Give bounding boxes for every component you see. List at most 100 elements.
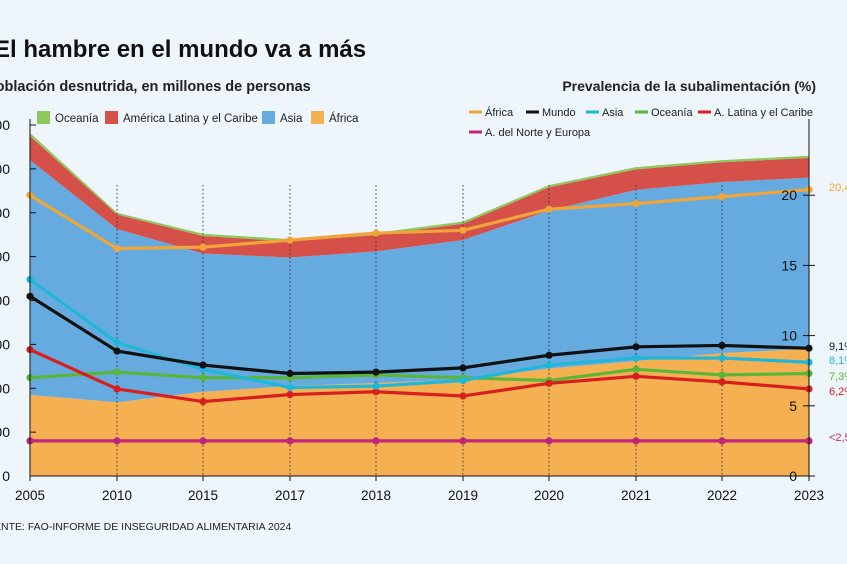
end-label-mundo: 9,1% <box>829 341 847 353</box>
point-a-latina-y-el-caribe-2019 <box>459 392 467 400</box>
point-africa-2022 <box>718 193 726 201</box>
point-a-del-norte-y-europa-2019 <box>459 437 467 445</box>
point-asia-2019 <box>459 376 467 385</box>
left-tick-label-700: 700 <box>0 161 10 177</box>
point-oceania-2022 <box>718 371 726 379</box>
right-tick-label-20: 20 <box>781 187 797 203</box>
line-mundo <box>29 294 810 376</box>
end-label-oceania: 7,3% <box>829 371 847 383</box>
left-subtitle: Población desnutrida, en millones de per… <box>0 79 311 95</box>
end-label-a-del-norte-y-europa: <2,5% <box>829 432 847 444</box>
point-a-del-norte-y-europa-2017 <box>286 437 294 445</box>
point-mundo-2017 <box>286 369 294 378</box>
point-asia-2018 <box>372 382 380 390</box>
source-note: FUENTE: FAO-INFORME DE INSEGURIDAD ALIME… <box>0 521 292 533</box>
right-subtitle: Prevalencia de la subalimentación (%) <box>562 78 816 94</box>
x-tick-label-2018: 2018 <box>361 488 391 503</box>
point-mundo-2010 <box>113 347 121 355</box>
right-tick-label-5: 5 <box>789 398 797 414</box>
x-tick-label-2022: 2022 <box>707 488 737 503</box>
x-tick-label-2021: 2021 <box>621 488 651 503</box>
point-africa-2017 <box>286 236 294 244</box>
legend-label-oceania: Oceanía <box>651 107 693 119</box>
legend-swatch-africa <box>311 111 324 124</box>
point-a-latina-y-el-caribe-2017 <box>286 390 294 399</box>
point-asia-2022 <box>718 354 726 362</box>
legend-swatch-america-latina-y-el-caribe <box>105 111 118 124</box>
x-tick-label-2010: 2010 <box>102 488 132 503</box>
area-africa <box>30 348 809 476</box>
point-a-del-norte-y-europa-2015 <box>199 437 207 445</box>
point-asia-2017 <box>286 383 294 392</box>
point-mundo-2022 <box>718 341 726 350</box>
point-a-del-norte-y-europa-2021 <box>632 437 640 445</box>
point-a-latina-y-el-caribe-2015 <box>199 397 207 406</box>
point-a-del-norte-y-europa-2010 <box>113 437 121 445</box>
line-oceania <box>29 367 810 383</box>
end-label-africa: 20,4% <box>829 182 847 194</box>
x-tick-label-2023: 2023 <box>794 488 824 503</box>
point-mundo-2015 <box>199 361 207 369</box>
point-asia-2021 <box>632 354 640 362</box>
right-tick-label-10: 10 <box>781 328 797 344</box>
point-africa-2019 <box>459 226 467 234</box>
point-africa-2020 <box>545 205 553 213</box>
legend-label-asia: Asia <box>280 113 303 125</box>
point-oceania-2015 <box>199 374 207 382</box>
point-a-latina-y-el-caribe-2021 <box>632 372 640 380</box>
end-label-a-latina-y-el-caribe: 6,2% <box>829 386 847 398</box>
point-mundo-2018 <box>372 368 380 376</box>
x-tick-label-2005: 2005 <box>15 488 45 503</box>
left-tick-label-0: 0 <box>2 468 10 484</box>
legend-label-a-del-norte-y-europa: A. del Norte y Europa <box>485 127 591 139</box>
prevalence-lines: <2,5% 7,3% 6,2% 8,1% 20,4% 9,1% <box>26 182 847 445</box>
legend-label-oceania: Oceanía <box>55 113 99 125</box>
left-tick-label-800: 800 <box>0 117 10 133</box>
line-asia <box>29 278 810 390</box>
point-a-latina-y-el-caribe-2018 <box>372 388 380 396</box>
legend-label-america-latina-y-el-caribe: América Latina y el Caribe <box>123 113 258 125</box>
point-a-latina-y-el-caribe-2022 <box>718 378 726 386</box>
left-tick-label-600: 600 <box>0 205 10 221</box>
point-africa-2010 <box>113 244 121 253</box>
right-tick-label-15: 15 <box>781 257 797 273</box>
legend-label-asia: Asia <box>602 107 624 119</box>
point-mundo-2019 <box>459 364 467 372</box>
x-tick-label-2015: 2015 <box>188 488 218 503</box>
point-asia-2010 <box>113 339 121 347</box>
legend-swatch-oceania <box>37 111 50 124</box>
point-mundo-2021 <box>632 343 640 351</box>
axes: 0100200300400500600700800051015202005201… <box>0 117 824 503</box>
point-oceania-2010 <box>113 368 121 376</box>
stacked-areas <box>30 132 809 476</box>
point-oceania-2021 <box>632 365 640 373</box>
legend-swatch-asia <box>262 111 275 124</box>
left-tick-label-300: 300 <box>0 336 10 352</box>
x-tick-label-2017: 2017 <box>275 488 305 503</box>
legend-label-africa: África <box>329 112 359 125</box>
point-a-del-norte-y-europa-2018 <box>372 437 380 445</box>
line-legend: África Mundo Asia Oceanía A. Latina y el Car… <box>469 106 813 139</box>
legend-label-mundo: Mundo <box>542 107 576 119</box>
left-tick-label-500: 500 <box>0 249 10 265</box>
x-tick-label-2020: 2020 <box>534 488 564 503</box>
left-tick-label-100: 100 <box>0 424 10 440</box>
line-a-latina-y-el-caribe <box>29 348 810 404</box>
left-tick-label-400: 400 <box>0 293 10 309</box>
point-asia-2020 <box>545 361 553 369</box>
point-africa-2015 <box>199 243 207 251</box>
x-tick-label-2019: 2019 <box>448 488 478 503</box>
point-africa-2018 <box>372 229 380 237</box>
legend-label-africa: África <box>485 106 514 119</box>
point-africa-2021 <box>632 200 640 208</box>
legend-label-a-latina-y-el-caribe: A. Latina y el Caribe <box>714 107 813 119</box>
point-a-del-norte-y-europa-2020 <box>545 437 553 445</box>
point-a-latina-y-el-caribe-2010 <box>113 385 121 393</box>
chart-title: El hambre en el mundo va a más <box>0 36 366 63</box>
point-a-del-norte-y-europa-2022 <box>718 437 726 445</box>
point-a-latina-y-el-caribe-2020 <box>545 379 553 387</box>
line-africa <box>29 187 810 251</box>
area-asia <box>30 160 809 403</box>
end-label-asia: 8,1% <box>829 355 847 367</box>
